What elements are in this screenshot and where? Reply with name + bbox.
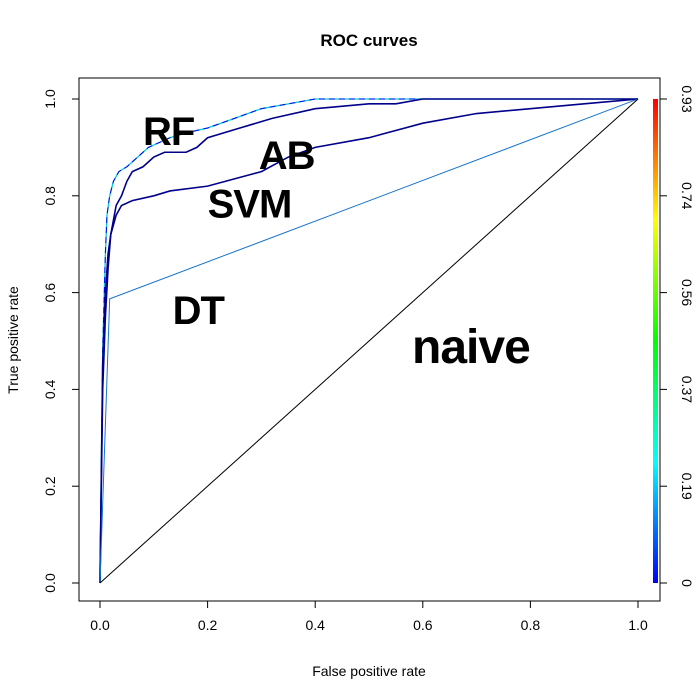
x-axis-label: False positive rate <box>312 663 426 679</box>
series-label-dt: DT <box>173 289 225 333</box>
y-tick-label: 0.6 <box>42 283 58 303</box>
y-axis: 0.0 0.2 0.4 0.6 0.8 1.0 <box>42 89 80 593</box>
y-tick-label: 0.4 <box>42 379 58 399</box>
colorbar-tick-label: 0.19 <box>679 473 695 500</box>
x-tick-label: 1.0 <box>628 617 648 633</box>
colorbar-tick-label: 0 <box>679 579 695 587</box>
y-tick-label: 0.2 <box>42 476 58 496</box>
colorbar-tick-label: 0.74 <box>679 182 695 209</box>
series-line-rf <box>99 98 638 584</box>
y-tick-label: 0.0 <box>42 573 58 593</box>
series-line-dt <box>99 98 639 584</box>
x-tick-label: 0.8 <box>521 617 541 633</box>
x-tick-label: 0.4 <box>305 617 325 633</box>
series-label-ab: AB <box>259 134 315 178</box>
colorbar-axis: 0 0.19 0.37 0.56 0.74 0.93 <box>659 85 695 587</box>
series-labels: RF AB SVM DT naive <box>143 110 531 374</box>
colorbar-tick-label: 0.56 <box>679 279 695 306</box>
x-axis: 0.0 0.2 0.4 0.6 0.8 1.0 <box>90 600 648 633</box>
series-layer <box>99 98 639 584</box>
y-tick-label: 1.0 <box>42 89 58 109</box>
series-line-svm <box>99 98 639 584</box>
y-axis-label: True positive rate <box>5 286 21 394</box>
colorbar-tick-label: 0.37 <box>679 376 695 403</box>
series-label-naive: naive <box>412 321 530 374</box>
y-tick-label: 0.8 <box>42 186 58 206</box>
series-label-svm: SVM <box>208 183 292 227</box>
colorbar-tick-label: 0.93 <box>679 85 695 112</box>
series-line-naive <box>99 98 639 584</box>
x-tick-label: 0.2 <box>198 617 218 633</box>
series-label-rf: RF <box>143 110 194 154</box>
x-tick-label: 0.0 <box>90 617 110 633</box>
chart-title: ROC curves <box>320 31 417 50</box>
plot-frame <box>78 77 661 602</box>
colorbar <box>653 99 658 583</box>
x-tick-label: 0.6 <box>413 617 433 633</box>
